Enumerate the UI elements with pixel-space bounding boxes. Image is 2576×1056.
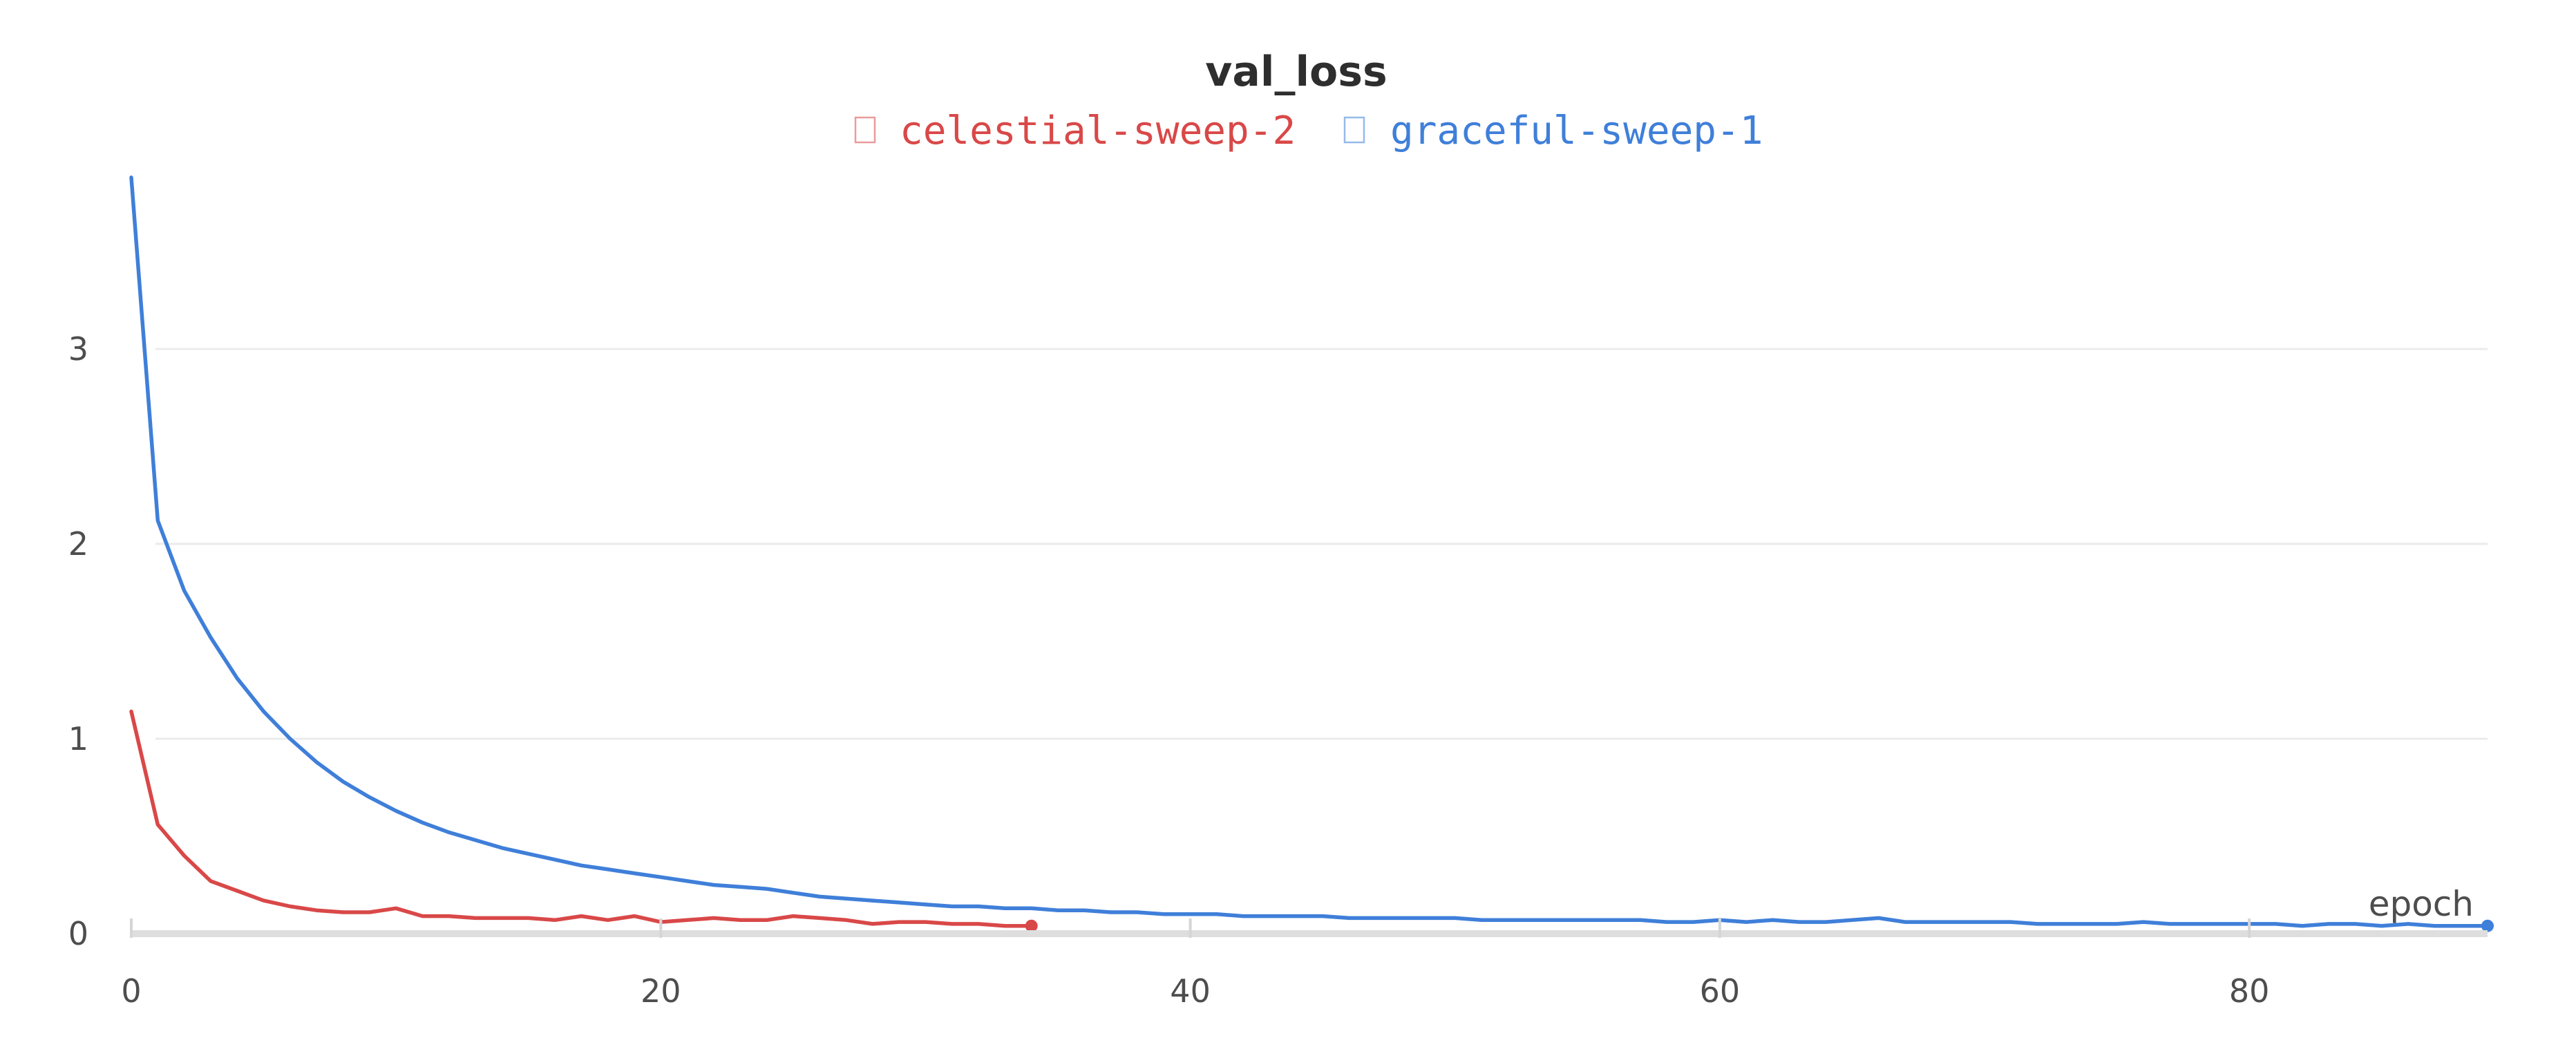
series-line (129, 176, 2490, 928)
series-end-marker (1025, 919, 1038, 932)
x-tick-label: 40 (1170, 972, 1211, 1010)
y-tick-label: 0 (68, 915, 88, 952)
chart-title: val_loss (1205, 48, 1387, 96)
legend-swatch (854, 116, 876, 144)
legend-label: graceful-sweep-1 (1390, 109, 1763, 153)
y-tick-label: 2 (68, 525, 88, 563)
x-tick-label: 60 (1700, 972, 1741, 1010)
grid (155, 348, 2488, 740)
y-tick-label: 3 (68, 330, 88, 368)
legend-swatch (1343, 116, 1365, 144)
x-tick-label: 0 (121, 972, 141, 1010)
x-axis: 0 20 40 60 80 (121, 918, 2488, 1010)
series-group (129, 176, 2494, 932)
y-tick-label: 1 (68, 720, 88, 757)
legend-label: celestial-sweep-2 (900, 109, 1296, 153)
x-tick-label: 20 (641, 972, 681, 1010)
x-axis-label: epoch (2369, 884, 2474, 924)
series-end-marker (2481, 919, 2494, 932)
y-axis: 0 1 2 3 (68, 330, 88, 952)
series-line (129, 709, 1034, 928)
x-tick-label: 80 (2229, 972, 2270, 1010)
legend: celestial-sweep-2 graceful-sweep-1 (854, 109, 1763, 153)
